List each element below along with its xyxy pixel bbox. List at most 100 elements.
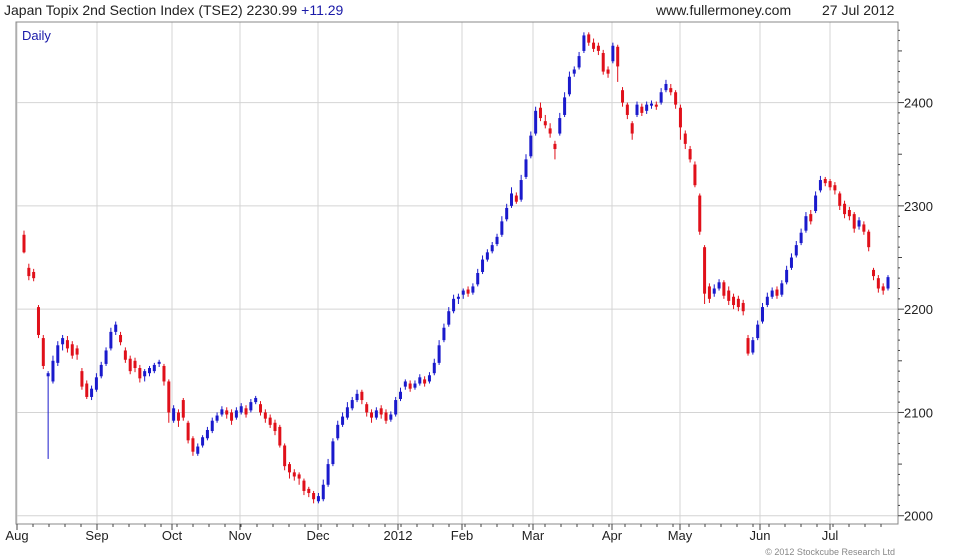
x-tick-label: Jun (750, 528, 771, 543)
bar-body (408, 383, 412, 389)
y-tick-label: 2000 (904, 509, 933, 524)
bar-body (712, 288, 716, 294)
x-axis: Aug Sep Oct Nov Dec 2012 Feb Mar Apr May Jun Jul (5, 524, 882, 543)
bar-body (210, 420, 214, 432)
price-bar (481, 255, 485, 275)
bar-body (312, 493, 316, 500)
bar-body (529, 135, 533, 157)
bar-body (186, 422, 190, 441)
bar-body (413, 383, 417, 388)
price-bar (514, 192, 518, 204)
bar-body (558, 118, 562, 134)
bar-body (176, 412, 180, 421)
bar-body (833, 185, 837, 191)
bar-body (572, 69, 576, 74)
price-bar (659, 88, 663, 105)
period-label: Daily (22, 28, 51, 43)
price-bar (490, 242, 494, 254)
bar-body (461, 290, 465, 295)
price-bar (244, 405, 248, 418)
bar-body (157, 361, 161, 364)
bar-body (336, 424, 340, 439)
price-bar (41, 334, 45, 370)
x-tick-label: Apr (602, 528, 623, 543)
bar-body (799, 232, 803, 244)
price-bar (466, 286, 470, 297)
price-bar (365, 402, 369, 417)
bar-body (818, 180, 822, 191)
bar-body (254, 397, 258, 403)
bar-body (843, 203, 847, 215)
bar-body (596, 45, 600, 51)
bar-body (664, 83, 668, 91)
bar-body (418, 377, 422, 384)
bar-body (345, 407, 349, 418)
bar-body (490, 245, 494, 252)
price-bar (379, 405, 383, 419)
bar-body (785, 269, 789, 283)
price-bar (780, 280, 784, 297)
bar-body (263, 412, 267, 419)
bar-body (538, 107, 542, 119)
bar-body (201, 437, 205, 446)
price-bar (75, 345, 79, 360)
bar-body (563, 97, 567, 115)
x-tick-label: Oct (162, 528, 183, 543)
bar-body (51, 360, 55, 382)
price-bar (543, 114, 547, 129)
price-bar (703, 245, 707, 304)
price-bar (147, 365, 151, 377)
bar-body (524, 159, 528, 177)
price-bar (326, 458, 330, 487)
bar-body (630, 123, 634, 134)
y-tick-label: 2100 (904, 405, 933, 420)
price-bar (143, 369, 147, 382)
price-bar (867, 229, 871, 252)
price-bar (85, 380, 89, 400)
bar-body (379, 408, 383, 415)
price-bar (22, 230, 26, 254)
copyright-text: © 2012 Stockcube Research Ltd (765, 547, 895, 557)
x-tick-label: Nov (228, 528, 252, 543)
price-bar (625, 102, 629, 120)
bar-body (722, 282, 726, 296)
bar-body (881, 286, 885, 291)
price-bar (374, 407, 378, 420)
price-bar (606, 66, 610, 78)
site-link[interactable]: www.fullermoney.com (656, 2, 792, 18)
price-bar (495, 233, 499, 247)
price-bar (413, 380, 417, 390)
price-bar (761, 302, 765, 324)
price-bar (886, 275, 890, 291)
price-bar (442, 323, 446, 343)
price-bar (432, 358, 436, 376)
price-bar (307, 486, 311, 498)
price-bar (563, 92, 567, 118)
price-bar (751, 337, 755, 355)
bar-body (736, 298, 740, 308)
price-bar (857, 217, 861, 230)
bar-body (770, 290, 774, 297)
price-bar (249, 399, 253, 413)
bar-body (543, 121, 547, 126)
x-tick-label: Sep (85, 528, 108, 543)
price-bar (27, 263, 31, 281)
bar-body (32, 271, 36, 279)
price-bar (741, 299, 745, 316)
price-bar (674, 90, 678, 109)
bar-body (123, 350, 127, 360)
price-bar (611, 42, 615, 64)
price-bar (46, 371, 50, 459)
bar-body (514, 195, 518, 202)
bar-body (688, 149, 692, 160)
bar-body (172, 408, 176, 421)
price-bar (775, 286, 779, 299)
price-bar (394, 396, 398, 417)
bar-body (109, 331, 113, 349)
bar-body (432, 362, 436, 374)
price-bar (32, 268, 36, 282)
price-bar (278, 424, 282, 448)
price-bar (176, 409, 180, 427)
bar-body (162, 365, 166, 382)
